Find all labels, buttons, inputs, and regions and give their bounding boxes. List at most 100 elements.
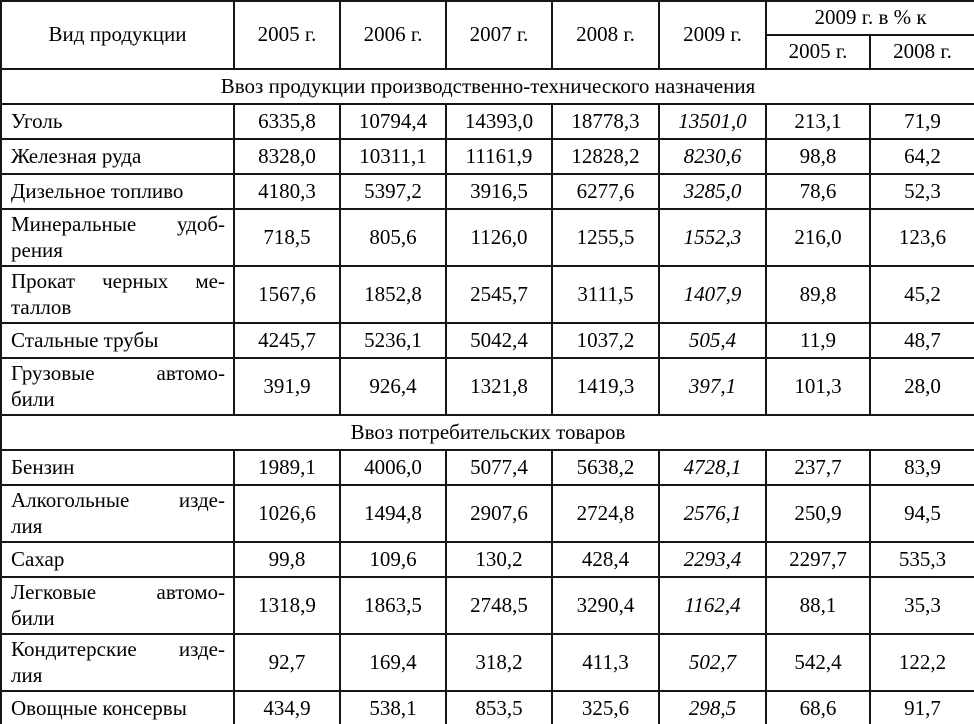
section-title: Ввоз продукции производственно-техническ… — [0, 68, 974, 105]
value-cell: 6335,8 — [233, 103, 341, 140]
value-cell: 1318,9 — [233, 576, 341, 635]
value-cell: 2748,5 — [445, 576, 553, 635]
product-name-cell: Бензин — [0, 449, 235, 486]
value-cell: 5397,2 — [339, 173, 447, 210]
product-name-cell: Овощные консервы — [0, 690, 235, 724]
value-cell: 2724,8 — [551, 484, 660, 543]
value-cell: 89,8 — [765, 265, 871, 324]
product-name-cell: Железная руда — [0, 138, 235, 175]
table-row: Уголь 6335,8 10794,4 14393,0 18778,3 13501,0 2… — [0, 103, 974, 140]
value-cell: 391,9 — [233, 357, 341, 416]
value-cell: 5042,4 — [445, 322, 553, 359]
value-cell: 10311,1 — [339, 138, 447, 175]
value-cell: 325,6 — [551, 690, 660, 724]
product-name-cell: Дизельное топливо — [0, 173, 235, 210]
value-cell: 1567,6 — [233, 265, 341, 324]
product-name-cell: Кондитерские изде-лия — [0, 633, 235, 692]
value-cell: 99,8 — [233, 541, 341, 578]
value-cell: 434,9 — [233, 690, 341, 724]
value-cell: 805,6 — [339, 208, 447, 267]
value-cell: 1852,8 — [339, 265, 447, 324]
value-cell: 5077,4 — [445, 449, 553, 486]
value-cell: 542,4 — [765, 633, 871, 692]
value-cell: 535,3 — [868, 541, 974, 578]
value-cell: 397,1 — [658, 357, 767, 416]
table-row: Стальные трубы 4245,7 5236,1 5042,4 1037,2 50… — [0, 322, 974, 359]
value-cell: 1989,1 — [233, 449, 341, 486]
value-cell: 1863,5 — [339, 576, 447, 635]
value-cell: 28,0 — [868, 357, 974, 416]
value-cell: 4245,7 — [233, 322, 341, 359]
column-header-2008: 2008 г. — [551, 0, 660, 70]
value-cell: 1552,3 — [658, 208, 767, 267]
value-cell: 3285,0 — [658, 173, 767, 210]
value-cell: 213,1 — [765, 103, 871, 140]
product-name-cell: Легковые автомо-били — [0, 576, 235, 635]
value-cell: 3916,5 — [445, 173, 553, 210]
value-cell: 8230,6 — [658, 138, 767, 175]
value-cell: 505,4 — [658, 322, 767, 359]
value-cell: 12828,2 — [551, 138, 660, 175]
product-name-cell: Алкогольные изде-лия — [0, 484, 235, 543]
table-body: Ввоз продукции производственно-техническ… — [0, 68, 974, 724]
value-cell: 101,3 — [765, 357, 871, 416]
value-cell: 2907,6 — [445, 484, 553, 543]
value-cell: 130,2 — [445, 541, 553, 578]
value-cell: 71,9 — [868, 103, 974, 140]
value-cell: 122,2 — [868, 633, 974, 692]
value-cell: 48,7 — [868, 322, 974, 359]
value-cell: 88,1 — [765, 576, 871, 635]
section-header-row: Ввоз потребительских товаров — [0, 414, 974, 451]
value-cell: 4728,1 — [658, 449, 767, 486]
value-cell: 237,7 — [765, 449, 871, 486]
column-header-2007: 2007 г. — [445, 0, 553, 70]
value-cell: 4006,0 — [339, 449, 447, 486]
value-cell: 45,2 — [868, 265, 974, 324]
value-cell: 1407,9 — [658, 265, 767, 324]
section-title: Ввоз потребительских товаров — [0, 414, 974, 451]
value-cell: 926,4 — [339, 357, 447, 416]
value-cell: 11,9 — [765, 322, 871, 359]
header-row-2: 2005 г. 2008 г. — [1, 34, 974, 70]
table-header: Вид продукции 2005 г. 2006 г. 2007 г. 20… — [0, 0, 974, 70]
value-cell: 2576,1 — [658, 484, 767, 543]
value-cell: 250,9 — [765, 484, 871, 543]
value-cell: 123,6 — [868, 208, 974, 267]
value-cell: 83,9 — [868, 449, 974, 486]
table-row: Минеральные удоб-рения 718,5 805,6 1126,0 125… — [0, 208, 974, 267]
value-cell: 64,2 — [868, 138, 974, 175]
value-cell: 5236,1 — [339, 322, 447, 359]
value-cell: 718,5 — [233, 208, 341, 267]
value-cell: 109,6 — [339, 541, 447, 578]
value-cell: 169,4 — [339, 633, 447, 692]
value-cell: 216,0 — [765, 208, 871, 267]
value-cell: 318,2 — [445, 633, 553, 692]
product-name-cell: Грузовые автомо-били — [0, 357, 235, 416]
value-cell: 1321,8 — [445, 357, 553, 416]
product-name-cell: Минеральные удоб-рения — [0, 208, 235, 267]
column-header-2005: 2005 г. — [233, 0, 341, 70]
table-row: Бензин 1989,1 4006,0 5077,4 5638,2 4728,1 237,… — [0, 449, 974, 486]
value-cell: 1255,5 — [551, 208, 660, 267]
product-name-cell: Стальные трубы — [0, 322, 235, 359]
value-cell: 502,7 — [658, 633, 767, 692]
table-row: Прокат черных ме-таллов 1567,6 1852,8 2545,7 3… — [0, 265, 974, 324]
product-name-cell: Уголь — [0, 103, 235, 140]
value-cell: 428,4 — [551, 541, 660, 578]
value-cell: 298,5 — [658, 690, 767, 724]
value-cell: 91,7 — [868, 690, 974, 724]
value-cell: 1037,2 — [551, 322, 660, 359]
value-cell: 35,3 — [868, 576, 974, 635]
section-header-row: Ввоз продукции производственно-техническ… — [0, 68, 974, 105]
value-cell: 5638,2 — [551, 449, 660, 486]
value-cell: 98,8 — [765, 138, 871, 175]
table-row: Грузовые автомо-били 391,9 926,4 1321,8 1419,… — [0, 357, 974, 416]
column-header-2009: 2009 г. — [658, 0, 767, 70]
column-header-pct-group: 2009 г. в % к — [764, 0, 974, 36]
value-cell: 853,5 — [445, 690, 553, 724]
value-cell: 10794,4 — [339, 103, 447, 140]
header-row-1: Вид продукции 2005 г. 2006 г. 2007 г. 20… — [0, 0, 974, 70]
value-cell: 94,5 — [868, 484, 974, 543]
